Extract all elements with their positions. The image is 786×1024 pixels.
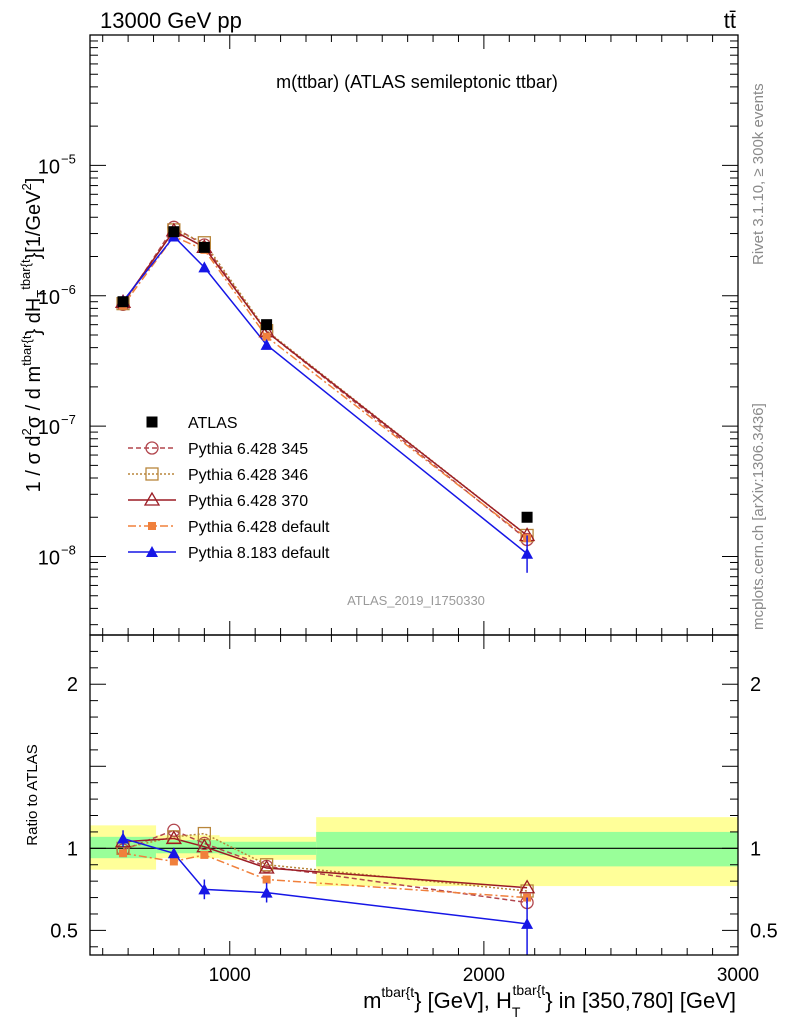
legend-marker bbox=[143, 491, 161, 506]
series-1-main-line bbox=[122, 226, 528, 541]
ratio-tick-label-left: 0.5 bbox=[50, 920, 78, 942]
legend-label: Pythia 6.428 370 bbox=[188, 493, 308, 510]
watermark: ATLAS_2019_I1750330 bbox=[347, 593, 485, 608]
ratio-tick-label-left: 1 bbox=[67, 838, 78, 860]
y-tick-exponent: −5 bbox=[61, 151, 76, 166]
ratio-band-green bbox=[90, 836, 157, 859]
legend-marker bbox=[148, 522, 156, 530]
series-5-ratio-point bbox=[260, 886, 273, 898]
x-tick-label: 1000 bbox=[209, 965, 251, 986]
legend-label: Pythia 6.428 345 bbox=[188, 441, 308, 458]
y-tick-label: 10 bbox=[38, 417, 60, 439]
series-1-ratio-line bbox=[122, 829, 528, 904]
legend-label: Pythia 6.428 default bbox=[188, 519, 330, 536]
y-tick-exponent: −8 bbox=[61, 543, 76, 558]
series-3-main-line bbox=[122, 229, 528, 537]
x-axis-label: mtbar{t} [GeV], HTtbar{t} in [350,780] [… bbox=[363, 982, 736, 1020]
atlas-data-point bbox=[168, 226, 180, 238]
series-5-main-point bbox=[198, 261, 211, 273]
y-tick-label: 10 bbox=[38, 548, 60, 570]
y-tick-label: 10 bbox=[38, 287, 60, 309]
series-5-main-point bbox=[260, 338, 273, 350]
series-2-ratio-point bbox=[259, 858, 274, 872]
y-tick-label: 10 bbox=[38, 156, 60, 178]
legend-marker bbox=[145, 467, 159, 481]
chart-title: m(ttbar) (ATLAS semileptonic ttbar) bbox=[276, 72, 558, 92]
legend-marker bbox=[145, 441, 159, 455]
series-1-ratio-point bbox=[197, 836, 212, 851]
ratio-tick-label-right: 2 bbox=[750, 674, 761, 696]
series-5-main-point bbox=[521, 547, 534, 559]
process-label: tt̄ bbox=[724, 8, 736, 33]
atlas-data-point bbox=[117, 296, 129, 308]
series-3-ratio-point bbox=[165, 830, 182, 845]
ratio-tick-label-right: 1 bbox=[750, 838, 761, 860]
energy-label: 13000 GeV pp bbox=[100, 8, 242, 33]
y-tick-exponent: −6 bbox=[61, 282, 76, 297]
main-panel: 10−810−710−610−5 m(ttbar) (ATLAS semilep… bbox=[18, 34, 739, 636]
atlas-data-point bbox=[198, 241, 210, 253]
legend-label: ATLAS bbox=[188, 415, 238, 432]
series-4-main-line bbox=[122, 235, 528, 539]
atlas-data-point bbox=[521, 511, 533, 523]
ratio-band-green bbox=[316, 831, 738, 867]
series-5-main-line bbox=[122, 235, 528, 555]
series-4-ratio-point bbox=[200, 850, 209, 859]
legend-marker bbox=[146, 546, 158, 557]
ratio-plot-frame bbox=[89, 634, 739, 956]
ratio-ylabel: Ratio to ATLAS bbox=[24, 744, 41, 845]
series-5-ratio-point bbox=[167, 847, 180, 859]
series-3-ratio-line bbox=[122, 837, 528, 889]
series-4-ratio-point bbox=[119, 849, 128, 858]
series-5-ratio-point bbox=[117, 832, 130, 844]
legend-marker bbox=[146, 416, 158, 428]
series-4-main-point bbox=[262, 332, 271, 341]
legend-label: Pythia 8.183 default bbox=[188, 545, 330, 562]
y-tick-exponent: −7 bbox=[61, 412, 76, 427]
main-ylabel: 1 / σ d2σ / d mtbar{t} dHTtbar{t}[1/GeV2… bbox=[18, 178, 49, 493]
atlas-data-point bbox=[261, 319, 273, 331]
series-4-ratio-point bbox=[262, 875, 271, 884]
x-tick-label: 3000 bbox=[717, 965, 759, 986]
legend-label: Pythia 6.428 346 bbox=[188, 467, 308, 484]
rivet-label: Rivet 3.1.10, ≥ 300k events bbox=[750, 83, 767, 265]
series-5-ratio-point bbox=[521, 917, 534, 929]
ratio-tick-label-right: 0.5 bbox=[750, 920, 778, 942]
series-3-ratio-point bbox=[518, 879, 536, 894]
mcplots-label: mcplots.cern.ch [arXiv:1306.3436] bbox=[750, 403, 767, 630]
legend: ATLAS Pythia 6.428 345 Pythia 6.428 346 Pyt… bbox=[128, 415, 330, 562]
ratio-panel: 1000 2000 3000 0.5 0.5 1 1 2 2 Ratio to ATLAS bbox=[24, 634, 778, 986]
series-4-ratio-point bbox=[169, 857, 178, 866]
ratio-tick-label-left: 2 bbox=[67, 674, 78, 696]
series-3-ratio-point bbox=[258, 859, 275, 874]
series-5-ratio-point bbox=[198, 883, 211, 895]
x-tick-label: 2000 bbox=[463, 965, 505, 986]
